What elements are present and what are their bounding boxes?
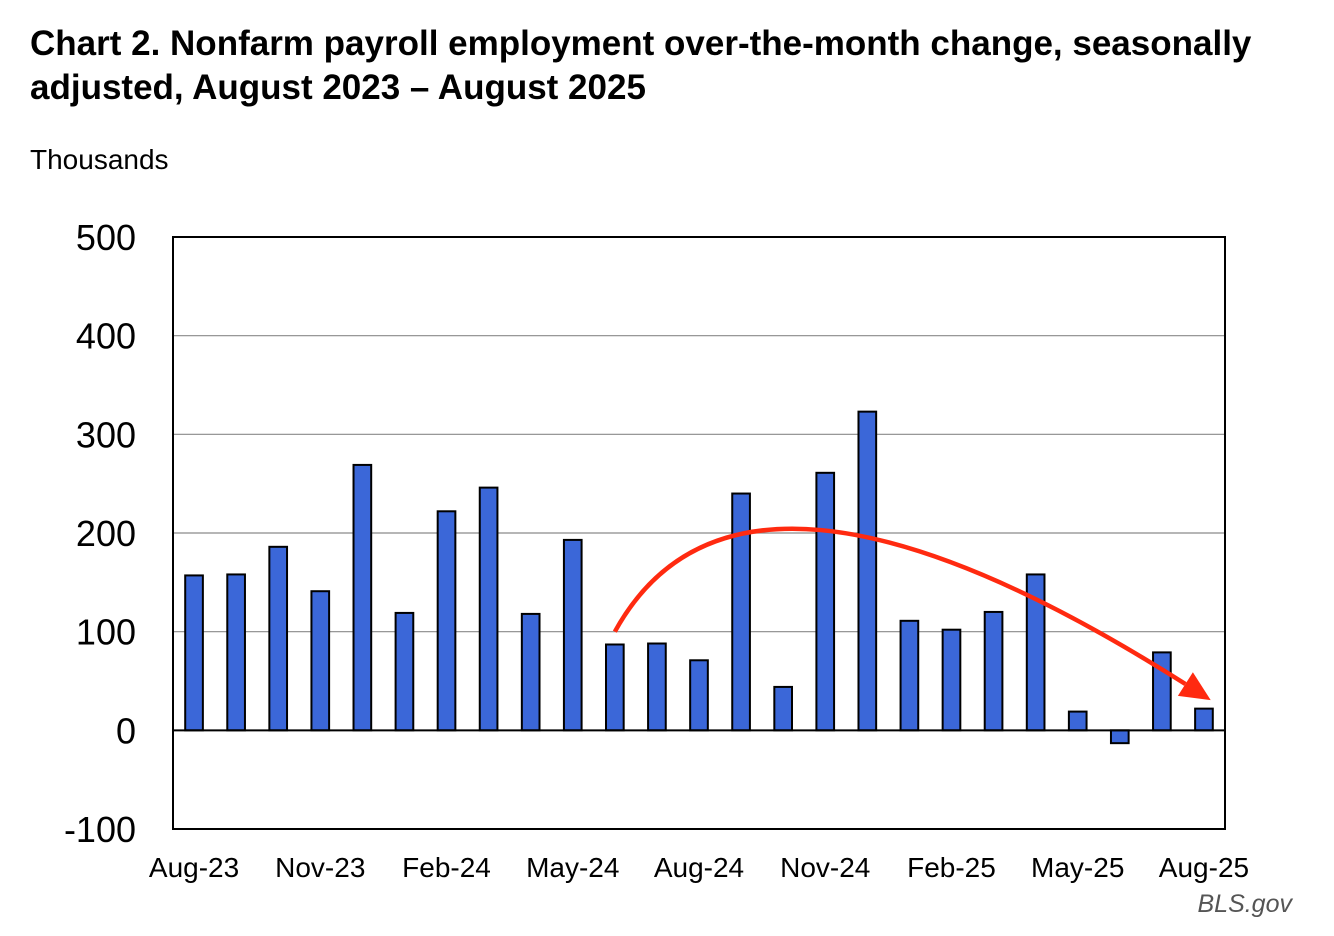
bar bbox=[647, 642, 667, 732]
source-label: BLS.gov bbox=[1197, 890, 1292, 918]
y-tick-label: 0 bbox=[116, 710, 136, 751]
plot-frame bbox=[172, 236, 1226, 830]
bar bbox=[815, 471, 836, 732]
gridlines bbox=[173, 335, 1225, 633]
bar bbox=[941, 628, 962, 732]
trend-arrow-head bbox=[1177, 672, 1211, 701]
x-tick-label: Aug-24 bbox=[654, 852, 744, 883]
y-tick-label: 300 bbox=[76, 414, 136, 455]
bar bbox=[1109, 729, 1130, 745]
bar bbox=[394, 611, 415, 732]
bar bbox=[520, 612, 541, 732]
y-tick-label: -100 bbox=[64, 809, 136, 850]
bar bbox=[689, 659, 709, 732]
trend-arrow-annotation bbox=[612, 526, 1211, 701]
bar bbox=[1067, 710, 1088, 732]
bar bbox=[352, 463, 373, 732]
chart-title: Chart 2. Nonfarm payroll employment over… bbox=[30, 24, 1252, 107]
x-tick-label: Nov-24 bbox=[780, 852, 870, 883]
trend-arrow-curve bbox=[612, 526, 1187, 686]
bar bbox=[268, 545, 289, 732]
bar bbox=[310, 590, 331, 732]
bar bbox=[857, 410, 878, 732]
x-tick-label: May-25 bbox=[1031, 852, 1124, 883]
x-tick-label: Nov-23 bbox=[275, 852, 365, 883]
x-tick-label: May-24 bbox=[526, 852, 619, 883]
y-tick-label: 400 bbox=[76, 316, 136, 357]
bar bbox=[184, 574, 204, 732]
x-tick-label: Aug-25 bbox=[1159, 852, 1249, 883]
bar bbox=[773, 685, 793, 732]
bar bbox=[605, 643, 625, 732]
unit-label: Thousands bbox=[30, 144, 169, 175]
y-tick-label: 100 bbox=[76, 612, 136, 653]
bar bbox=[478, 486, 499, 732]
x-tick-label: Feb-24 bbox=[402, 852, 491, 883]
y-axis-tick-labels: -100 0 100 200 300 400 500 bbox=[64, 217, 136, 850]
bar bbox=[899, 619, 920, 732]
bar bbox=[436, 510, 457, 732]
x-tick-label: Feb-25 bbox=[907, 852, 996, 883]
bar bbox=[226, 573, 246, 732]
x-tick-label: Aug-23 bbox=[149, 852, 239, 883]
x-axis-tick-labels: Aug-23 Nov-23 Feb-24 May-24 Aug-24 Nov-24 Feb-… bbox=[149, 852, 1249, 883]
bar bbox=[562, 538, 583, 732]
bar bbox=[1194, 707, 1214, 732]
y-tick-label: 200 bbox=[76, 513, 136, 554]
bars bbox=[184, 410, 1214, 745]
bar bbox=[983, 610, 1004, 732]
bar bbox=[731, 492, 751, 732]
y-tick-label: 500 bbox=[76, 217, 136, 258]
